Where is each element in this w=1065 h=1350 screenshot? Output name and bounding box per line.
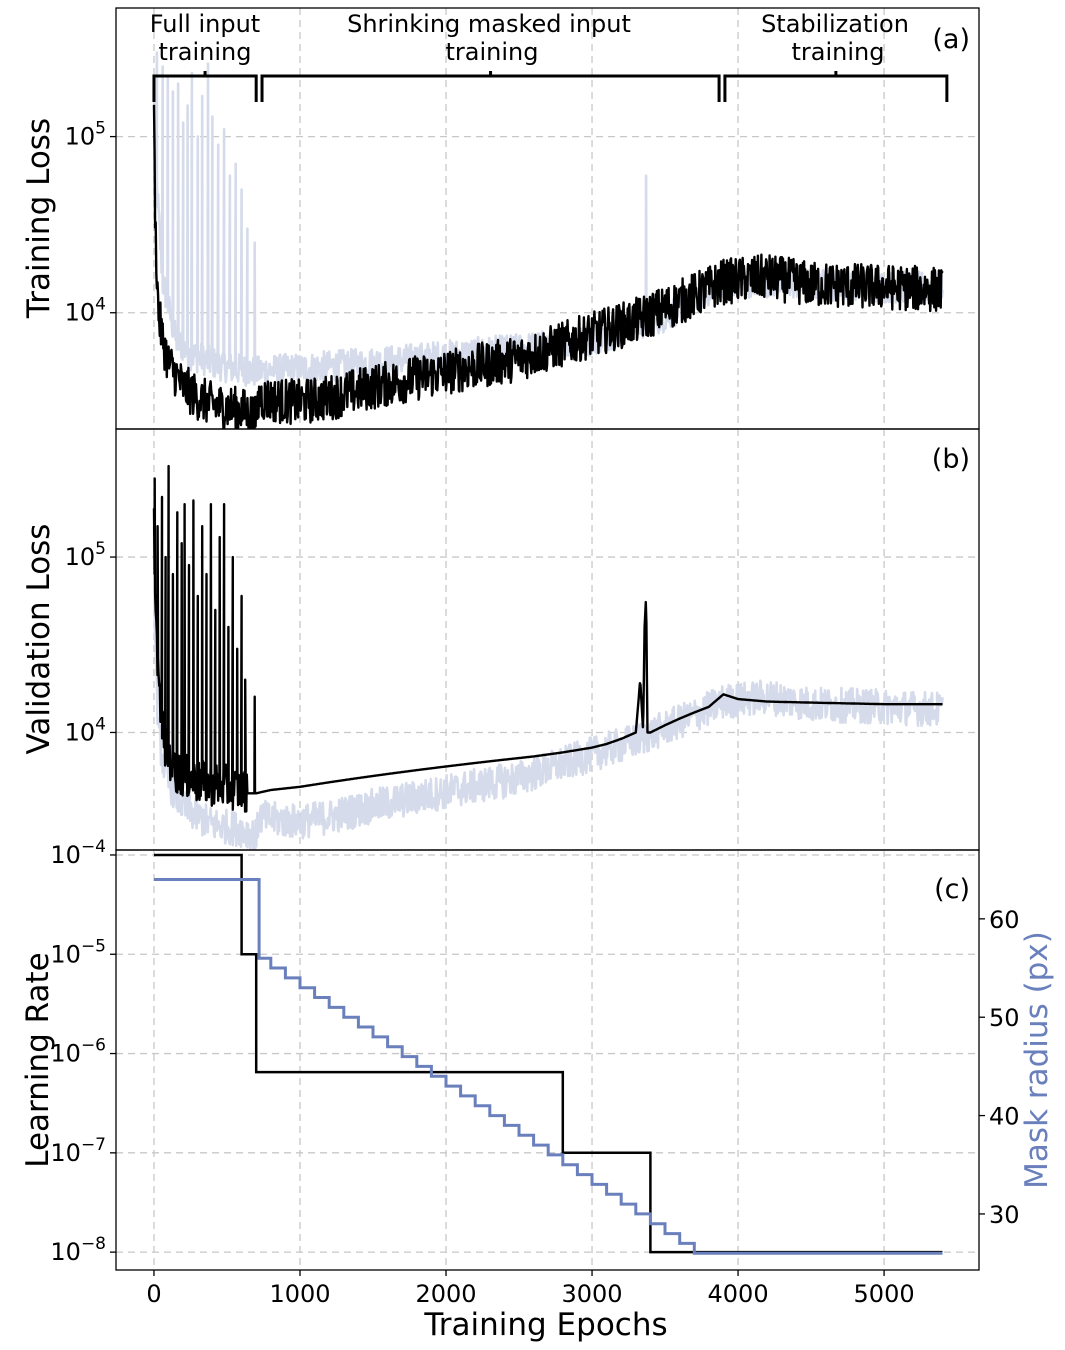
y-tick-label: 104	[65, 295, 106, 327]
panel-c-right-ylabel: Mask radius (px)	[1019, 931, 1055, 1189]
panel-c-tag: (c)	[934, 874, 970, 905]
x-axis-label: Training Epochs	[423, 1307, 667, 1343]
x-tick-label: 0	[146, 1280, 161, 1308]
phase-label-stabilization-line1: Stabilization	[761, 10, 909, 38]
panel-b-validation-loss: 104 105 (b) Validation Loss	[21, 428, 980, 851]
phase-bracket	[152, 71, 258, 102]
panel-a-training-loss: 104 105 Full input training Shrinking mas…	[21, 7, 980, 430]
panel-c-frame	[115, 849, 980, 1271]
panel-b-yticks: 104 105	[65, 539, 116, 746]
phase-labels: Full input training Shrinking masked inp…	[150, 10, 909, 66]
panel-c-series	[154, 853, 943, 1255]
panel-c-yticks: 10−4 10−5 10−6 10−7 10−8	[50, 837, 116, 1266]
right-y-tick-label: 60	[989, 906, 1020, 934]
y-tick-label: 10−7	[50, 1135, 106, 1167]
panel-c-right-yticks: 30 40 50 60	[979, 906, 1020, 1229]
phase-label-full-input-line2: training	[159, 38, 252, 66]
panel-c-learning-rate: 10−4 10−5 10−6 10−7 10−8 30 40 50 60 0 1000 2000 3…	[20, 837, 1055, 1343]
x-tick-label: 5000	[854, 1280, 915, 1308]
mask-radius-line	[154, 878, 943, 1255]
x-tick-label: 3000	[561, 1280, 622, 1308]
panel-b-ylabel: Validation Loss	[21, 524, 57, 755]
phase-bracket	[260, 71, 721, 102]
x-tick-label: 4000	[708, 1280, 769, 1308]
secondary-loss-line	[152, 526, 944, 850]
x-tick-label: 2000	[415, 1280, 476, 1308]
right-y-tick-label: 30	[989, 1201, 1020, 1229]
right-y-tick-label: 50	[989, 1004, 1020, 1032]
y-tick-label: 105	[65, 119, 106, 151]
y-tick-label: 10−8	[50, 1234, 106, 1266]
x-tick-label: 1000	[269, 1280, 330, 1308]
panel-b-series	[152, 464, 944, 850]
phase-brackets	[152, 71, 949, 102]
panel-c-xticks: 0 1000 2000 3000 4000 5000	[146, 1270, 915, 1308]
y-tick-label: 104	[65, 714, 106, 746]
panel-a-series	[152, 51, 944, 429]
phase-label-shrinking-line1: Shrinking masked input	[347, 10, 631, 38]
primary-loss-line	[152, 464, 944, 813]
y-tick-label: 105	[65, 539, 106, 571]
right-y-tick-label: 40	[989, 1103, 1020, 1131]
learning-rate-line	[154, 853, 943, 1254]
panel-a-yticks: 104 105	[65, 119, 116, 327]
phase-bracket	[723, 71, 949, 102]
y-tick-label: 10−4	[50, 837, 106, 869]
panel-a-ylabel: Training Loss	[21, 118, 57, 319]
primary-loss-line	[152, 104, 944, 429]
panel-a-tag: (a)	[932, 24, 970, 55]
panel-c-grid	[116, 850, 979, 1270]
secondary-loss-line	[152, 51, 944, 387]
phase-label-shrinking-line2: training	[446, 38, 539, 66]
panel-c-ylabel: Learning Rate	[20, 952, 56, 1168]
phase-label-full-input-line1: Full input	[150, 10, 260, 38]
phase-label-stabilization-line2: training	[792, 38, 885, 66]
y-tick-label: 10−6	[50, 1036, 106, 1068]
panel-b-tag: (b)	[932, 444, 970, 475]
y-tick-label: 10−5	[50, 936, 106, 968]
